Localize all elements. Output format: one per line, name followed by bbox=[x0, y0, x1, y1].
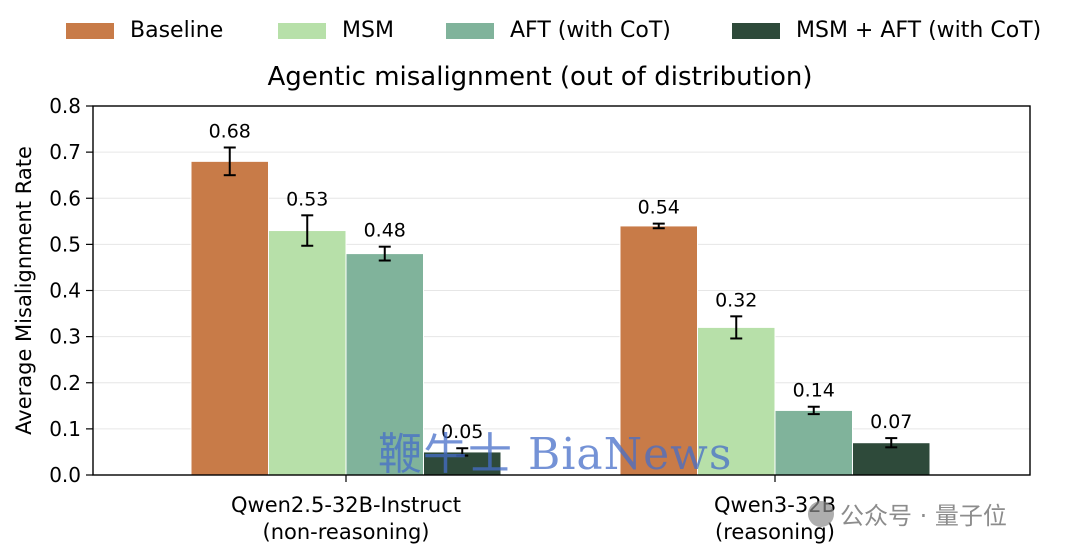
data-label-2-0: 0.48 bbox=[364, 220, 406, 242]
wechat-icon bbox=[808, 500, 834, 527]
y-tick-label-0: 0.0 bbox=[49, 463, 81, 487]
bar-1-0 bbox=[268, 230, 347, 476]
bar-1-1 bbox=[697, 326, 776, 476]
legend: Baseline MSM AFT (with CoT) MSM + AFT (w… bbox=[0, 18, 1080, 50]
bar-2-1 bbox=[774, 409, 853, 476]
y-tick-label-4: 0.4 bbox=[49, 279, 81, 303]
legend-item-baseline: Baseline bbox=[66, 18, 223, 43]
data-label-1-0: 0.53 bbox=[286, 188, 328, 210]
data-label-1-1: 0.32 bbox=[715, 289, 757, 311]
credit-text: 公众号 · 量子位 bbox=[840, 502, 1007, 530]
legend-swatch-msm bbox=[278, 22, 326, 39]
x-tick-label-0-line1: Qwen2.5-32B-Instruct bbox=[231, 493, 461, 517]
legend-label-baseline: Baseline bbox=[130, 18, 224, 43]
data-label-0-1: 0.54 bbox=[638, 197, 680, 219]
chart-title: Agentic misalignment (out of distributio… bbox=[267, 62, 813, 92]
data-label-2-1: 0.14 bbox=[793, 380, 835, 402]
legend-label-msm: MSM bbox=[342, 18, 394, 43]
data-label-0-0: 0.68 bbox=[209, 121, 251, 143]
y-tick-label-2: 0.2 bbox=[49, 371, 81, 395]
bar-0-1 bbox=[619, 225, 698, 476]
legend-swatch-baseline bbox=[66, 22, 114, 39]
x-tick-label-0-line2: (non-reasoning) bbox=[263, 520, 430, 544]
legend-item-msm-aft: MSM + AFT (with CoT) bbox=[732, 18, 1041, 43]
legend-label-msm-aft: MSM + AFT (with CoT) bbox=[796, 18, 1042, 43]
data-label-3-1: 0.07 bbox=[870, 411, 912, 433]
y-tick-label-5: 0.5 bbox=[49, 232, 81, 256]
watermark-text: 鞭牛士 BiaNews bbox=[378, 429, 733, 480]
y-tick-label-1: 0.1 bbox=[49, 417, 81, 441]
credit: 公众号 · 量子位 bbox=[808, 496, 1007, 531]
y-tick-label-8: 0.8 bbox=[49, 94, 81, 118]
legend-swatch-aft bbox=[446, 22, 494, 39]
bar-0-0 bbox=[190, 160, 269, 476]
legend-item-aft: AFT (with CoT) bbox=[446, 18, 671, 43]
y-tick-label-6: 0.6 bbox=[49, 186, 81, 210]
y-tick-label-3: 0.3 bbox=[49, 325, 81, 349]
legend-item-msm: MSM bbox=[278, 18, 394, 43]
data-label-3-0: 0.05 bbox=[441, 421, 483, 443]
y-axis-label: Average Misalignment Rate bbox=[12, 146, 36, 435]
plot-frame bbox=[92, 105, 1031, 476]
legend-swatch-msm-aft bbox=[732, 22, 780, 39]
y-tick-label-7: 0.7 bbox=[49, 140, 81, 164]
legend-label-aft: AFT (with CoT) bbox=[510, 18, 671, 43]
